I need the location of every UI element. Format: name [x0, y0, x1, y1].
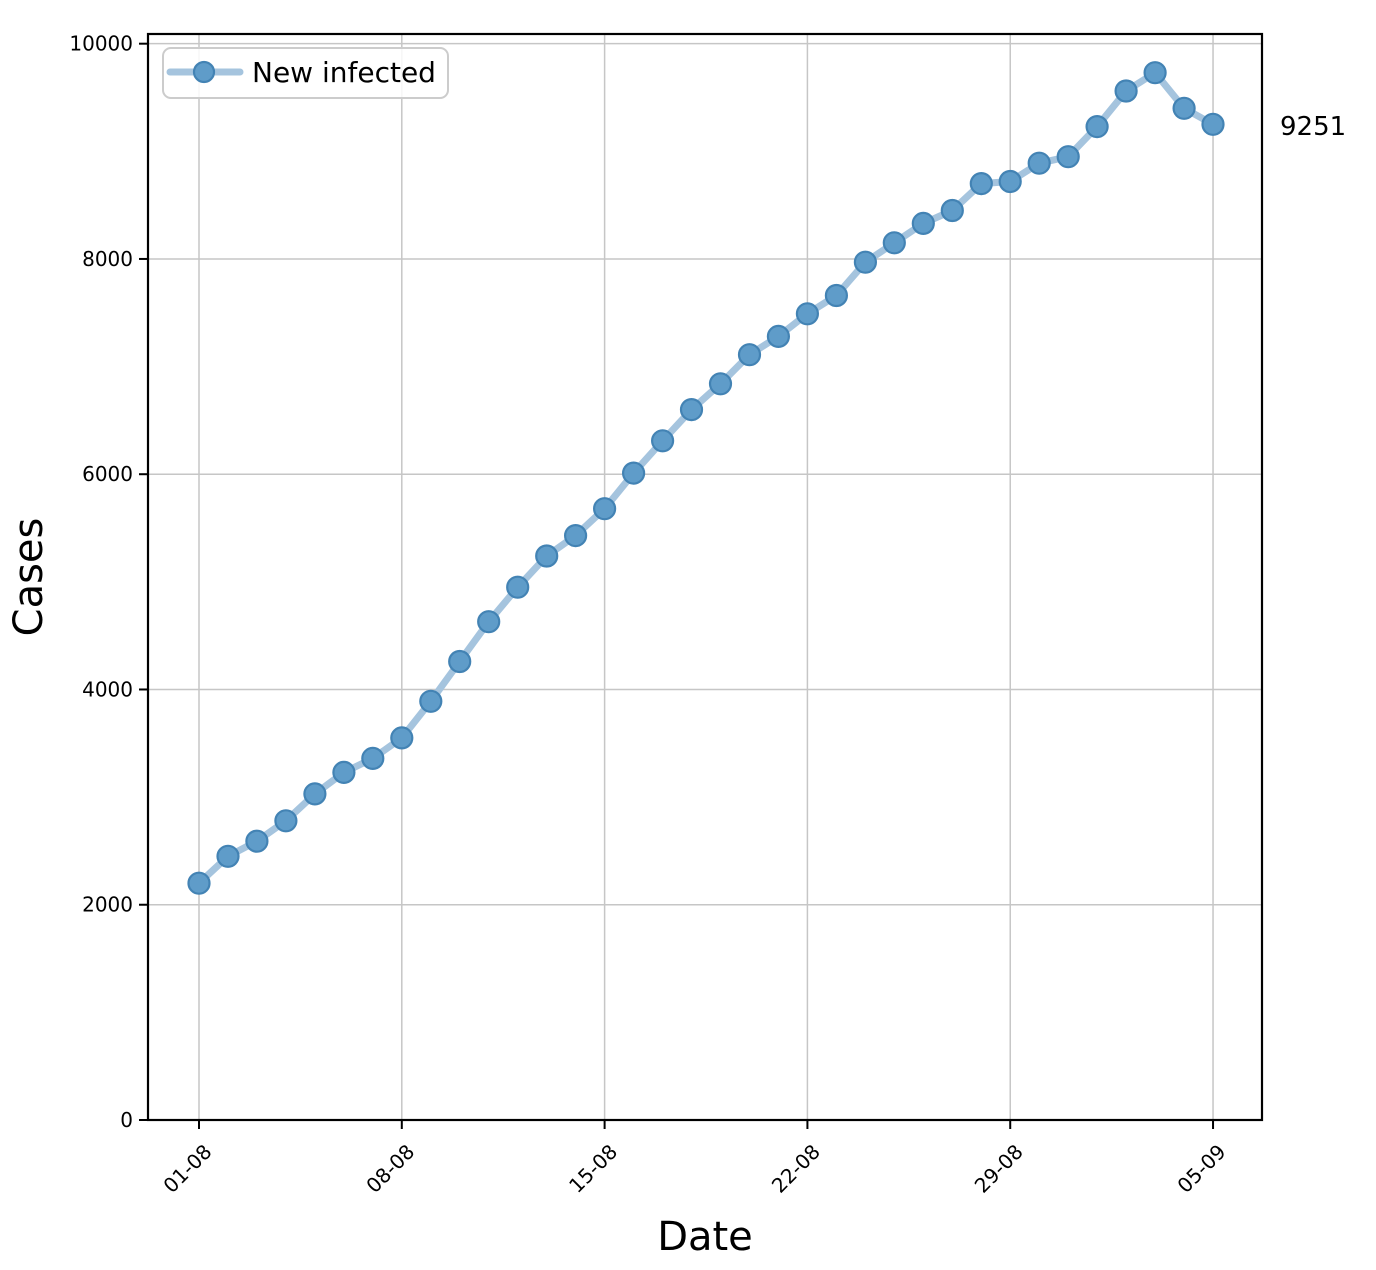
grid-layer	[148, 34, 1262, 1121]
y-tick-label: 8000	[82, 247, 133, 271]
data-point	[187, 871, 211, 895]
tick-layer: 0 2000 4000 6000 8000 10000 01-08 08-08 15-08 22-…	[69, 32, 1230, 1198]
data-point	[650, 429, 675, 453]
x-axis-label: Date	[657, 1214, 753, 1260]
y-axis-label: Cases	[6, 518, 52, 637]
data-point	[563, 523, 588, 548]
data-point	[940, 198, 964, 223]
data-point	[1143, 61, 1167, 85]
x-tick-label: 15-08	[564, 1140, 622, 1198]
data-point	[332, 760, 356, 785]
data-point	[1114, 79, 1138, 103]
data-point	[535, 544, 559, 568]
data-point	[274, 809, 298, 833]
x-tick-label: 08-08	[361, 1140, 419, 1198]
y-tick-label: 6000	[82, 462, 133, 486]
data-point	[882, 231, 906, 255]
data-point	[969, 172, 993, 196]
data-point	[795, 302, 820, 326]
data-point	[592, 497, 617, 521]
series-layer	[187, 61, 1225, 895]
data-point	[1027, 151, 1051, 175]
x-tick-label: 22-08	[767, 1140, 825, 1198]
data-point	[390, 726, 414, 750]
data-point	[245, 829, 269, 853]
plot-area-border	[146, 32, 1264, 1122]
data-point	[477, 610, 501, 634]
data-point	[911, 211, 935, 235]
y-tick-label: 4000	[82, 677, 133, 701]
x-tick-label: 29-08	[970, 1140, 1028, 1198]
data-point	[506, 575, 530, 599]
x-tick-label: 01-08	[158, 1140, 216, 1198]
data-point	[737, 343, 762, 367]
data-point	[303, 782, 327, 806]
data-point	[766, 324, 791, 348]
data-point	[853, 250, 878, 274]
y-tick-label: 0	[120, 1108, 133, 1132]
last-value-annotation: 9251	[1280, 112, 1346, 142]
y-tick-label: 2000	[82, 893, 133, 917]
data-point	[824, 283, 849, 308]
legend: New infected	[162, 47, 449, 99]
x-tick-label: 05-09	[1173, 1140, 1231, 1198]
data-point	[1172, 96, 1196, 120]
data-point	[679, 398, 704, 422]
data-point	[1085, 114, 1109, 139]
data-point	[448, 649, 472, 674]
legend-box	[162, 47, 449, 99]
data-point	[361, 746, 385, 771]
data-point	[216, 844, 240, 868]
series-line	[195, 69, 1217, 887]
data-point	[998, 169, 1022, 194]
data-point	[708, 372, 733, 396]
data-point	[1201, 112, 1225, 136]
legend-label: New infected	[252, 56, 436, 89]
data-point	[1056, 145, 1080, 169]
data-point	[621, 461, 646, 485]
data-point	[419, 689, 443, 713]
y-tick-label: 10000	[69, 32, 133, 56]
legend-marker-icon	[192, 60, 216, 84]
